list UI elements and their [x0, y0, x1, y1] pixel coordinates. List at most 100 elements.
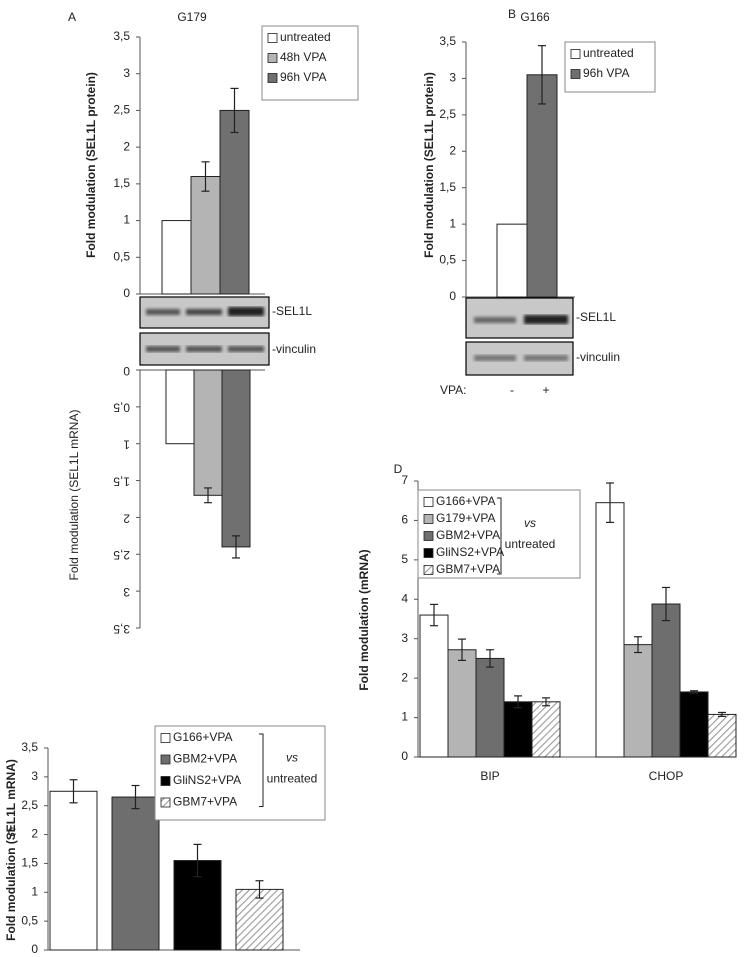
bar [679, 691, 709, 758]
legend-bracket [497, 497, 502, 575]
bar [111, 796, 160, 951]
y-tick-label: 0 [31, 942, 38, 956]
y-tick-label: 0 [123, 364, 130, 378]
x-tick-label: BIP [480, 769, 499, 783]
y-tick-label: 1 [449, 216, 456, 230]
y-tick-label: 0,5 [21, 913, 38, 927]
y-tick-label: 0,5 [113, 401, 130, 415]
y-tick-label: 2,5 [439, 107, 456, 121]
y-tick-label: 3 [123, 66, 130, 80]
y-tick-label: 3 [31, 769, 38, 783]
y-tick-label: 1,5 [113, 474, 130, 488]
error-bar [514, 695, 522, 709]
y-tick-label: 3,5 [439, 34, 456, 48]
y-tick-label: 3 [123, 585, 130, 599]
bar [496, 223, 528, 298]
y-tick-label: 3,5 [113, 29, 130, 43]
y-tick-label: 2 [123, 139, 130, 153]
legend-box [154, 725, 326, 821]
y-tick-label: 2,5 [21, 798, 38, 812]
error-bar [201, 161, 210, 192]
error-bar [538, 45, 546, 105]
legend-label: 48h VPA [280, 50, 326, 64]
error-bar [606, 482, 614, 524]
error-bar [718, 711, 726, 717]
error-bar [542, 697, 550, 707]
legend-swatch [160, 754, 171, 765]
bar [623, 644, 653, 758]
legend-label: GBM7+VPA [436, 562, 500, 576]
y-axis-label: Fold modulation (SEL1L mRNA) [67, 410, 81, 581]
y-tick-label: 3 [449, 71, 456, 85]
y-tick-label: 2 [123, 511, 130, 525]
bar [193, 369, 223, 496]
error-bar [255, 880, 264, 899]
chart-title: G179 [177, 10, 207, 24]
y-tick-label: 2,5 [113, 548, 130, 562]
blot-b [465, 297, 574, 376]
legend-swatch [570, 49, 581, 59]
legend-swatch [160, 733, 171, 743]
y-tick-label: 1,5 [113, 176, 130, 190]
bar [475, 657, 505, 758]
bar [219, 109, 250, 295]
legend-note: vs [286, 750, 298, 764]
lane-label: VPA: [440, 383, 466, 397]
y-tick-label: 1 [123, 213, 130, 227]
legend-label: G166+VPA [436, 494, 495, 508]
y-tick-label: 1,5 [439, 180, 456, 194]
legend-label: GBM7+VPA [173, 795, 237, 809]
y-tick-label: 2,5 [113, 103, 130, 117]
y-tick-label: 7 [401, 473, 408, 487]
lane-label: + [542, 383, 549, 397]
legend-swatch [160, 776, 171, 786]
legend-note: untreated [505, 537, 556, 551]
legend-label: G179+VPA [436, 511, 495, 525]
bar [165, 369, 195, 445]
blot-label: -vinculin [272, 342, 316, 356]
panel-letter: B [508, 7, 516, 21]
legend-label: GBM2+VPA [173, 752, 237, 766]
legend-swatch [423, 531, 434, 541]
y-tick-label: 1 [31, 884, 38, 898]
legend-bracket [259, 733, 264, 807]
legend-box [261, 25, 359, 101]
y-tick-label: 2 [449, 143, 456, 157]
blot-a [139, 296, 270, 366]
y-tick-label: 6 [401, 513, 408, 527]
error-bar [634, 636, 642, 654]
error-bar [486, 649, 494, 668]
legend-note: untreated [267, 771, 318, 785]
y-tick-label: 2 [401, 670, 408, 684]
panel-letter: D [394, 462, 403, 476]
legend-label: 96h VPA [280, 70, 326, 84]
error-bar [690, 690, 698, 694]
bar [190, 176, 221, 295]
legend-swatch [423, 565, 434, 575]
error-bar [458, 638, 466, 662]
y-tick-label: 3,5 [21, 740, 38, 754]
error-bar [662, 586, 670, 622]
bar [235, 888, 284, 951]
y-tick-label: 3,5 [113, 622, 130, 636]
y-tick-label: 2 [31, 827, 38, 841]
bar [221, 369, 251, 548]
bar [707, 713, 737, 758]
bar [526, 74, 558, 298]
legend-label: GliNS2+VPA [173, 773, 241, 787]
bar [651, 603, 681, 758]
y-tick-label: 4 [401, 591, 408, 605]
bar [503, 701, 533, 758]
legend-label: untreated [280, 30, 331, 44]
panel-letter: C [8, 825, 17, 839]
error-bar [204, 487, 212, 504]
y-tick-label: 0,5 [113, 249, 130, 263]
legend-swatch [160, 797, 171, 808]
bar [419, 614, 449, 758]
bar [595, 502, 625, 758]
bar [447, 649, 477, 758]
x-tick-label: CHOP [649, 769, 684, 783]
lane-label: - [510, 383, 514, 397]
legend-label: 96h VPA [583, 66, 629, 80]
